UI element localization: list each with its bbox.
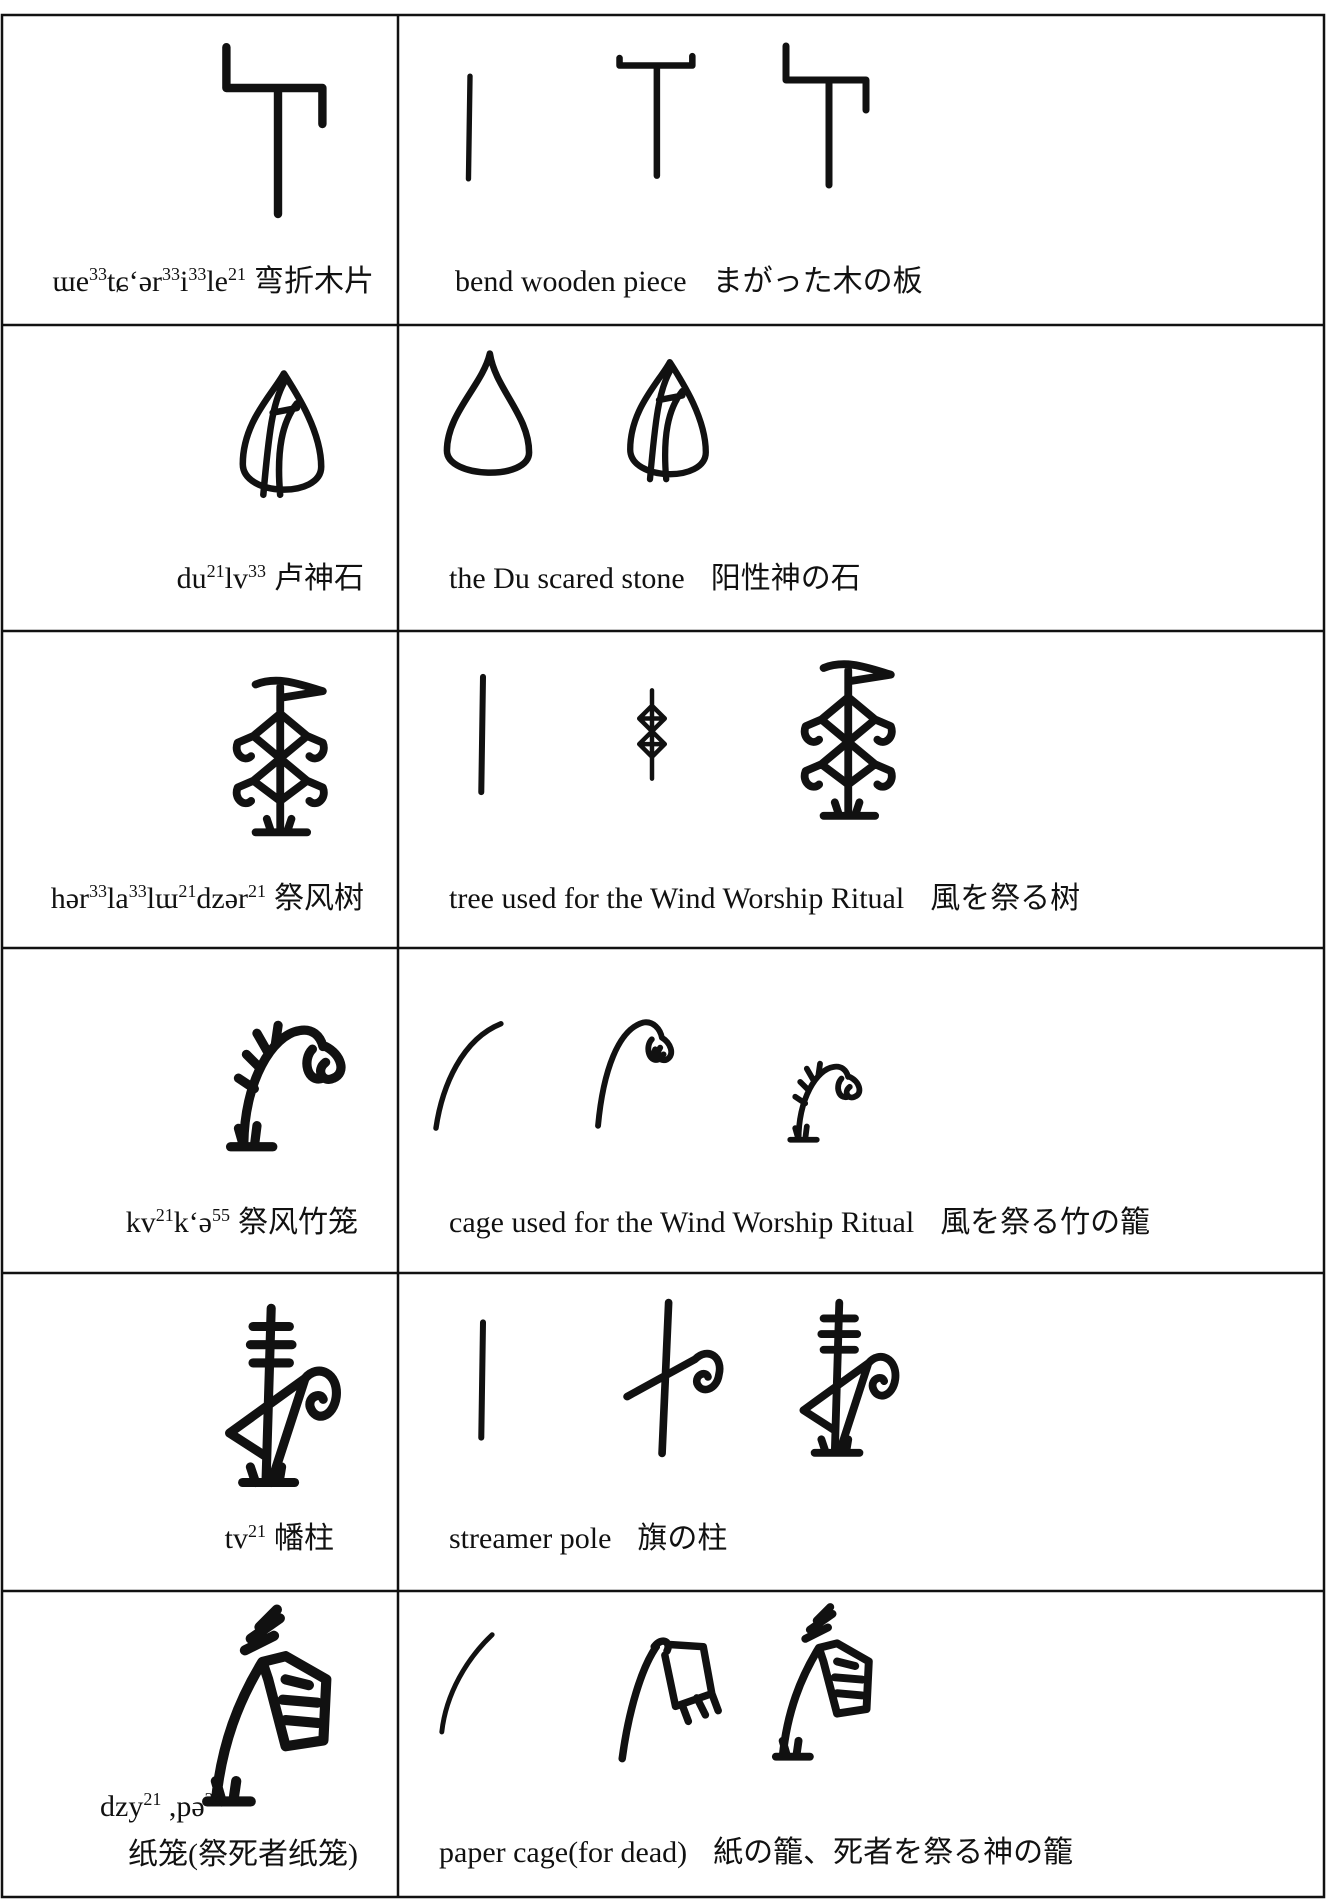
english-gloss: cage used for the Wind Worship Ritual [449, 1206, 914, 1239]
tone: 21 [156, 1205, 174, 1225]
tone: 24 [205, 1789, 223, 1809]
syllable: kv [126, 1206, 156, 1239]
glyph [447, 354, 529, 473]
glyph [481, 677, 483, 792]
glyph [803, 1303, 895, 1453]
romanization: hər33la33lɯ21dzər21 祭风树 [51, 881, 364, 915]
syllable: lɯ [147, 882, 179, 915]
romanization: tv21 幡柱 [225, 1521, 334, 1555]
tone: 21 [248, 881, 266, 901]
english-gloss: streamer pole [449, 1522, 611, 1555]
syllable: hər [51, 882, 89, 915]
chinese-gloss: 祭风树 [274, 882, 364, 915]
glyph [627, 1303, 720, 1454]
glyph [226, 47, 322, 214]
syllable: dzy [100, 1790, 143, 1823]
glyph [598, 1022, 671, 1126]
tone: 55 [212, 1205, 230, 1225]
glyph [776, 1607, 869, 1757]
glyph [230, 1308, 337, 1482]
english-gloss: paper cage(for dead) [439, 1836, 687, 1869]
glyph [237, 681, 324, 833]
glyph [243, 373, 321, 494]
glyph [231, 1025, 341, 1146]
glyph [639, 690, 665, 778]
romanization: dzy21 ,pə24 [100, 1789, 223, 1823]
english-gloss: bend wooden piece [455, 265, 687, 298]
english-gloss: tree used for the Wind Worship Ritual [449, 882, 904, 915]
glyph [786, 46, 866, 185]
chinese-gloss: 幡柱 [274, 1522, 334, 1555]
syllable: le [206, 265, 228, 298]
syllable: ,pə [161, 1790, 204, 1823]
japanese-gloss: 風を祭る竹の籠 [940, 1206, 1150, 1239]
tone: 21 [143, 1789, 161, 1809]
tone: 21 [248, 1521, 266, 1541]
table-border [0, 13, 1326, 1899]
chinese-gloss: 弯折木片 [254, 265, 374, 298]
chinese-gloss: 祭风竹笼 [238, 1206, 358, 1239]
glyph [630, 362, 706, 479]
glyph [442, 1635, 492, 1732]
glyph [207, 1610, 326, 1802]
tone: 21 [228, 264, 246, 284]
table-rules [0, 13, 1326, 1899]
syllable: tv [225, 1522, 248, 1555]
japanese-gloss: 紙の籠、死者を祭る神の籠 [713, 1836, 1073, 1869]
romanization: du21lv33 卢神石 [177, 561, 364, 595]
glyph [790, 1064, 859, 1140]
tone: 33 [89, 264, 107, 284]
romanization: kv21kʻə55 祭风竹笼 [126, 1205, 358, 1239]
syllable: tɕʻər [107, 265, 162, 298]
japanese-gloss: まがった木の板 [713, 265, 923, 298]
glyph [436, 1024, 501, 1128]
tone: 33 [188, 264, 206, 284]
syllable: ɯe [52, 265, 89, 298]
syllable: i [180, 265, 188, 298]
glyph [805, 664, 892, 816]
tone: 33 [248, 561, 266, 581]
chinese-gloss: 纸笼(祭死者纸笼) [128, 1838, 358, 1871]
glyph [481, 1322, 483, 1437]
tone: 33 [89, 881, 107, 901]
english-gloss: the Du scared stone [449, 562, 685, 595]
japanese-gloss: 風を祭る树 [930, 882, 1080, 915]
glyph [622, 1641, 718, 1759]
romanization: ɯe33tɕʻər33i33le21 弯折木片 [52, 264, 374, 298]
tone: 33 [129, 881, 147, 901]
syllable: la [107, 882, 129, 915]
japanese-gloss: 旗の柱 [637, 1522, 727, 1555]
syllable: dzər [196, 882, 248, 915]
syllable: du [177, 562, 207, 595]
japanese-gloss: 阳性神の石 [711, 562, 861, 595]
glyph [468, 76, 470, 179]
tone: 21 [178, 881, 196, 901]
syllable: kʻə [174, 1206, 212, 1239]
tone: 21 [207, 561, 225, 581]
tone: 33 [162, 264, 180, 284]
syllable: lv [225, 562, 248, 595]
chinese-gloss: 卢神石 [274, 562, 364, 595]
glyph [620, 56, 693, 175]
